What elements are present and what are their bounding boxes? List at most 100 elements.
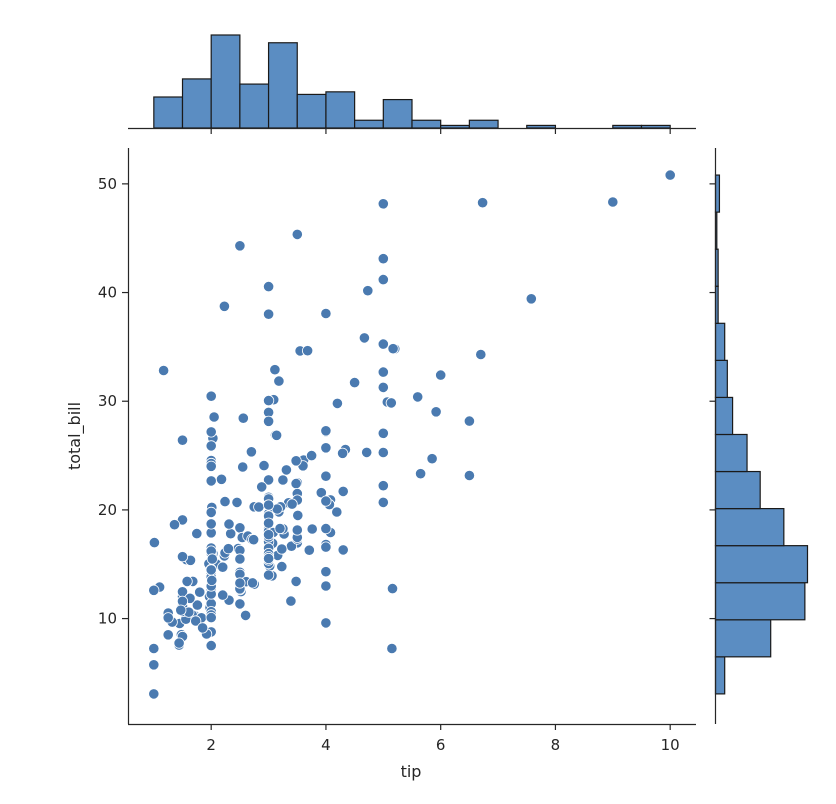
scatter-point xyxy=(246,577,259,589)
scatter-point xyxy=(320,425,332,437)
x-axis-ticks: 2 4 6 8 10 xyxy=(206,724,680,754)
scatter-point xyxy=(291,228,303,240)
scatter-point xyxy=(414,468,427,480)
scatter-point xyxy=(336,447,349,459)
scatter-point xyxy=(358,332,370,344)
scatter-point xyxy=(162,629,174,641)
scatter-point xyxy=(290,455,302,467)
scatter-point xyxy=(148,688,160,700)
x-tick-label: 8 xyxy=(551,736,561,754)
scatter-point xyxy=(205,440,217,452)
scatter-point xyxy=(290,477,302,490)
tip-histogram-bar xyxy=(526,124,557,129)
scatter-point xyxy=(607,196,619,208)
y-axis-ticks: 10 20 30 40 50 xyxy=(98,175,128,628)
scatter-point xyxy=(262,499,275,511)
scatter-point xyxy=(320,617,332,629)
scatter-point xyxy=(158,364,170,377)
scatter-point xyxy=(290,575,302,588)
scatter-point xyxy=(315,487,327,499)
total-bill-histogram-ticks xyxy=(709,183,716,620)
total-bill-histogram-bar xyxy=(714,433,748,473)
scatter-point xyxy=(274,522,286,535)
scatter-point xyxy=(285,595,297,607)
total-bill-histogram-bar xyxy=(714,656,726,695)
scatter-point xyxy=(262,280,275,293)
tip-histogram-bar xyxy=(640,124,671,129)
scatter-point xyxy=(331,397,343,409)
scatter-point xyxy=(205,518,217,530)
scatter-point xyxy=(270,429,283,441)
scatter-point xyxy=(280,464,292,476)
scatter-point xyxy=(386,582,399,595)
scatter-point xyxy=(148,642,160,655)
scatter-point xyxy=(219,495,231,508)
scatter-point xyxy=(215,473,228,485)
scatter-point xyxy=(222,543,234,555)
scatter-point xyxy=(262,394,275,407)
scatter-point xyxy=(234,577,246,589)
x-tick-label: 10 xyxy=(661,736,680,754)
scatter-point xyxy=(148,536,160,549)
scatter-point xyxy=(197,622,209,634)
scatter-point xyxy=(301,345,314,357)
scatter-point xyxy=(225,528,237,540)
y-tick-label: 20 xyxy=(98,501,117,519)
scatter-point xyxy=(435,369,447,381)
scatter-point xyxy=(208,411,220,423)
scatter-point xyxy=(175,604,187,616)
scatter-point xyxy=(320,442,332,454)
scatter-point xyxy=(191,599,203,611)
scatter-point xyxy=(348,376,361,389)
scatter-point xyxy=(262,517,275,529)
scatter-point xyxy=(305,449,318,462)
scatter-point xyxy=(320,541,332,553)
scatter-point xyxy=(412,391,424,403)
total-bill-histogram-bar xyxy=(714,507,785,547)
scatter-point xyxy=(291,524,303,536)
tip-marginal-histogram xyxy=(153,34,671,134)
scatter-point xyxy=(463,415,475,427)
total-bill-histogram-bar xyxy=(714,359,728,399)
scatter-point xyxy=(276,560,288,573)
scatter-point xyxy=(191,527,203,540)
scatter-point xyxy=(237,412,249,424)
scatter-point xyxy=(377,446,389,459)
scatter-point xyxy=(664,169,676,181)
scatter-point xyxy=(205,506,217,519)
total-bill-histogram-bar xyxy=(714,322,726,361)
scatter-point xyxy=(240,609,252,622)
scatter-point xyxy=(205,611,217,624)
scatter-point xyxy=(148,584,160,596)
scatter-point xyxy=(277,474,289,486)
tip-histogram-bar xyxy=(210,34,241,129)
scatter-points xyxy=(148,169,676,700)
scatter-point xyxy=(237,461,249,473)
scatter-point xyxy=(337,485,349,497)
scatter-point xyxy=(377,338,389,350)
scatter-point xyxy=(377,198,389,210)
tip-histogram-bar xyxy=(411,119,442,129)
scatter-point xyxy=(320,566,332,578)
scatter-point xyxy=(292,509,304,522)
scatter-point xyxy=(176,551,189,563)
scatter-point xyxy=(320,495,332,507)
tip-histogram-bar xyxy=(325,91,356,129)
scatter-point xyxy=(205,639,217,652)
tip-histogram-bar xyxy=(468,119,499,129)
scatter-point xyxy=(306,523,318,535)
scatter-point xyxy=(385,397,397,409)
scatter-point xyxy=(320,470,332,482)
scatter-point xyxy=(231,496,243,508)
scatter-point xyxy=(262,308,275,320)
tip-histogram-bar xyxy=(440,124,470,129)
scatter-point xyxy=(234,522,246,534)
scatter-point xyxy=(262,474,275,486)
scatter-point xyxy=(205,390,217,402)
scatter-point xyxy=(377,253,389,265)
scatter-point xyxy=(173,637,185,649)
scatter-point xyxy=(463,469,475,482)
scatter-point xyxy=(162,612,174,624)
scatter-point xyxy=(331,506,343,518)
scatter-point xyxy=(168,519,181,531)
